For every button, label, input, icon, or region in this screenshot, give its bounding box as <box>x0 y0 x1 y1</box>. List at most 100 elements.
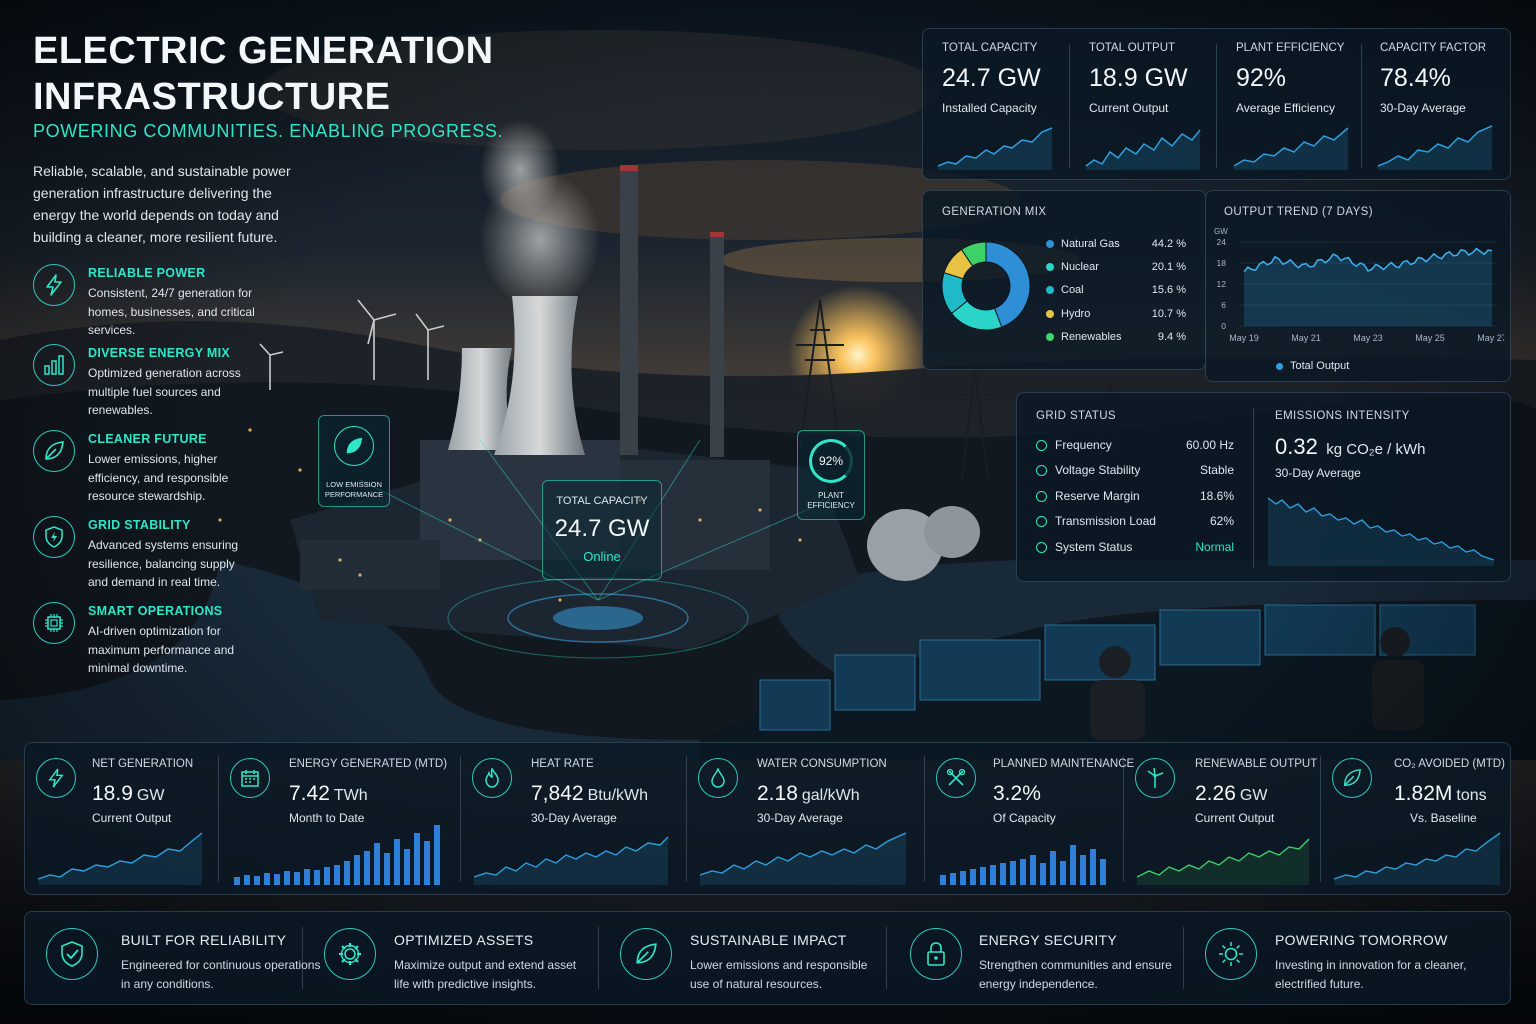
y-tick-label: 6 <box>1221 300 1226 310</box>
grid-row-transmission: Transmission Load 62% <box>1036 514 1234 528</box>
legend-pct: 20.1 % <box>1151 261 1186 273</box>
metric-value: 2.26 <box>1195 782 1236 805</box>
metric-heat-rate: HEAT RATE 7,842 Btu/kWh 30-Day Average <box>460 750 686 890</box>
grid-row-label: Frequency <box>1055 438 1112 452</box>
generation-mix-panel <box>922 190 1206 370</box>
efficiency-label: PLANT EFFICIENCY <box>807 491 855 510</box>
legend-label: Renewables <box>1061 331 1122 343</box>
feature-title: DIVERSE ENERGY MIX <box>88 346 231 360</box>
x-tick-label: May 19 <box>1229 333 1259 343</box>
trend-legend: Total Output <box>1276 360 1349 372</box>
metric-unit: GW <box>1239 787 1268 804</box>
metric-sparkline <box>473 836 669 885</box>
kpi-plant-efficiency: PLANT EFFICIENCY 92% Average Efficiency <box>1236 42 1366 115</box>
efficiency-gauge: 92% <box>809 439 853 483</box>
y-tick-label: 0 <box>1221 321 1226 331</box>
divider <box>218 756 219 882</box>
metric-net-generation: NET GENERATION 18.9 GW Current Output <box>24 750 218 890</box>
legend-nuclear: Nuclear 20.1 % <box>1046 261 1186 273</box>
legend-label: Hydro <box>1061 308 1091 320</box>
metrics-panel <box>24 742 1511 895</box>
divider <box>1320 756 1321 882</box>
leaf-icon <box>1332 758 1372 798</box>
metric-unit: TWh <box>333 787 368 804</box>
x-tick-label: May 25 <box>1415 333 1445 343</box>
grid-row-value: Normal <box>1195 540 1234 554</box>
grid-row-frequency: Frequency 60.00 Hz <box>1036 438 1234 452</box>
grid-emissions-panel <box>1016 392 1511 582</box>
divider <box>1123 756 1124 882</box>
emissions-unit: kg CO₂e / kWh <box>1326 441 1426 458</box>
metric-unit: Btu/kWh <box>587 787 649 804</box>
grid-row-system-status: System Status Normal <box>1036 540 1234 554</box>
divider <box>302 927 303 989</box>
footer-desc: Engineered for continuous operations in … <box>121 958 321 991</box>
total-capacity-hologram: TOTAL CAPACITY 24.7 GW Online <box>542 480 662 580</box>
lightning-icon <box>33 264 75 306</box>
feature-desc: AI-driven optimization for maximum perfo… <box>88 624 235 675</box>
legend-label: Total Output <box>1290 360 1350 372</box>
holo-capacity-label: TOTAL CAPACITY <box>556 495 648 507</box>
kpi-sub: Current Output <box>1089 101 1169 115</box>
leaf-icon <box>620 928 672 980</box>
feature-title: SMART OPERATIONS <box>88 604 223 618</box>
low-emission-label: LOW EMISSION PERFORMANCE <box>324 480 384 499</box>
legend-label: Coal <box>1061 284 1084 296</box>
check-icon <box>1036 440 1047 452</box>
x-tick-label: May 21 <box>1291 333 1321 343</box>
footer-desc: Strengthen communities and ensure energy… <box>979 958 1172 991</box>
metric-value: 18.9 <box>92 782 133 805</box>
kpi-label: CAPACITY FACTOR <box>1380 42 1487 54</box>
footer-title: SUSTAINABLE IMPACT <box>690 932 847 948</box>
kpi-sparkline <box>1085 129 1201 170</box>
metric-sparkline <box>699 832 907 885</box>
metric-label: NET GENERATION <box>92 758 194 770</box>
kpi-sub: 30-Day Average <box>1380 101 1466 115</box>
feature-desc: Optimized generation across multiple fue… <box>88 366 241 417</box>
y-tick-label: 12 <box>1217 279 1227 289</box>
kpi-sub: Installed Capacity <box>942 101 1037 115</box>
metric-label: WATER CONSUMPTION <box>757 758 887 770</box>
kpi-value: 24.7 GW <box>942 64 1041 92</box>
metric-planned-maintenance: PLANNED MAINTENANCE 3.2% Of Capacity <box>924 750 1134 890</box>
legend-swatch <box>1046 333 1054 342</box>
legend-swatch <box>1046 286 1054 295</box>
footer-energy-security: ENERGY SECURITY Strengthen communities a… <box>910 924 1178 996</box>
metric-value: 2.18 <box>757 782 798 805</box>
legend-swatch <box>1046 310 1054 319</box>
holo-capacity-value: 24.7 GW <box>554 515 650 542</box>
trend-line <box>1243 247 1493 273</box>
legend-pct: 44.2 % <box>1151 238 1186 250</box>
legend-label: Nuclear <box>1061 261 1099 273</box>
holo-capacity-status: Online <box>583 549 621 564</box>
generation-mix-donut <box>941 241 1031 331</box>
kpi-total-output: TOTAL OUTPUT 18.9 GW Current Output <box>1089 42 1219 115</box>
check-icon <box>1036 491 1047 503</box>
check-icon <box>1036 542 1047 554</box>
footer-title: OPTIMIZED ASSETS <box>394 932 534 948</box>
feature-grid-stability: GRID STABILITY Advanced systems ensuring… <box>33 516 293 589</box>
page-title: ELECTRIC GENERATION INFRASTRUCTURE <box>33 30 494 118</box>
y-tick-label: 24 <box>1217 237 1227 247</box>
legend-pct: 15.6 % <box>1151 284 1186 296</box>
kpi-value: 18.9 GW <box>1089 64 1188 92</box>
metric-sparkline <box>1136 838 1310 885</box>
divider <box>460 756 461 882</box>
metric-sub: Current Output <box>92 811 172 825</box>
metric-sub: Of Capacity <box>993 811 1056 825</box>
feature-cleaner-future: CLEANER FUTURE Lower emissions, higher e… <box>33 430 293 503</box>
donut-slice-renewables <box>960 241 987 267</box>
metric-sub: Current Output <box>1195 811 1275 825</box>
metric-bar-sparkline <box>940 845 1106 885</box>
footer-powering-tomorrow: POWERING TOMORROW Investing in innovatio… <box>1205 924 1505 996</box>
check-icon <box>1036 465 1047 477</box>
plant-efficiency-badge: 92% PLANT EFFICIENCY <box>797 430 865 520</box>
feature-title: CLEANER FUTURE <box>88 432 207 446</box>
kpi-sparkline <box>937 127 1053 170</box>
calendar-icon <box>230 758 270 798</box>
metric-value: 7.42 <box>289 782 330 805</box>
footer-desc: Investing in innovation for a cleaner, e… <box>1275 958 1467 991</box>
metric-co2-avoided: CO₂ AVOIDED (MTD) 1.82M tons Vs. Baseline <box>1320 750 1511 890</box>
leaf-icon <box>334 426 374 466</box>
